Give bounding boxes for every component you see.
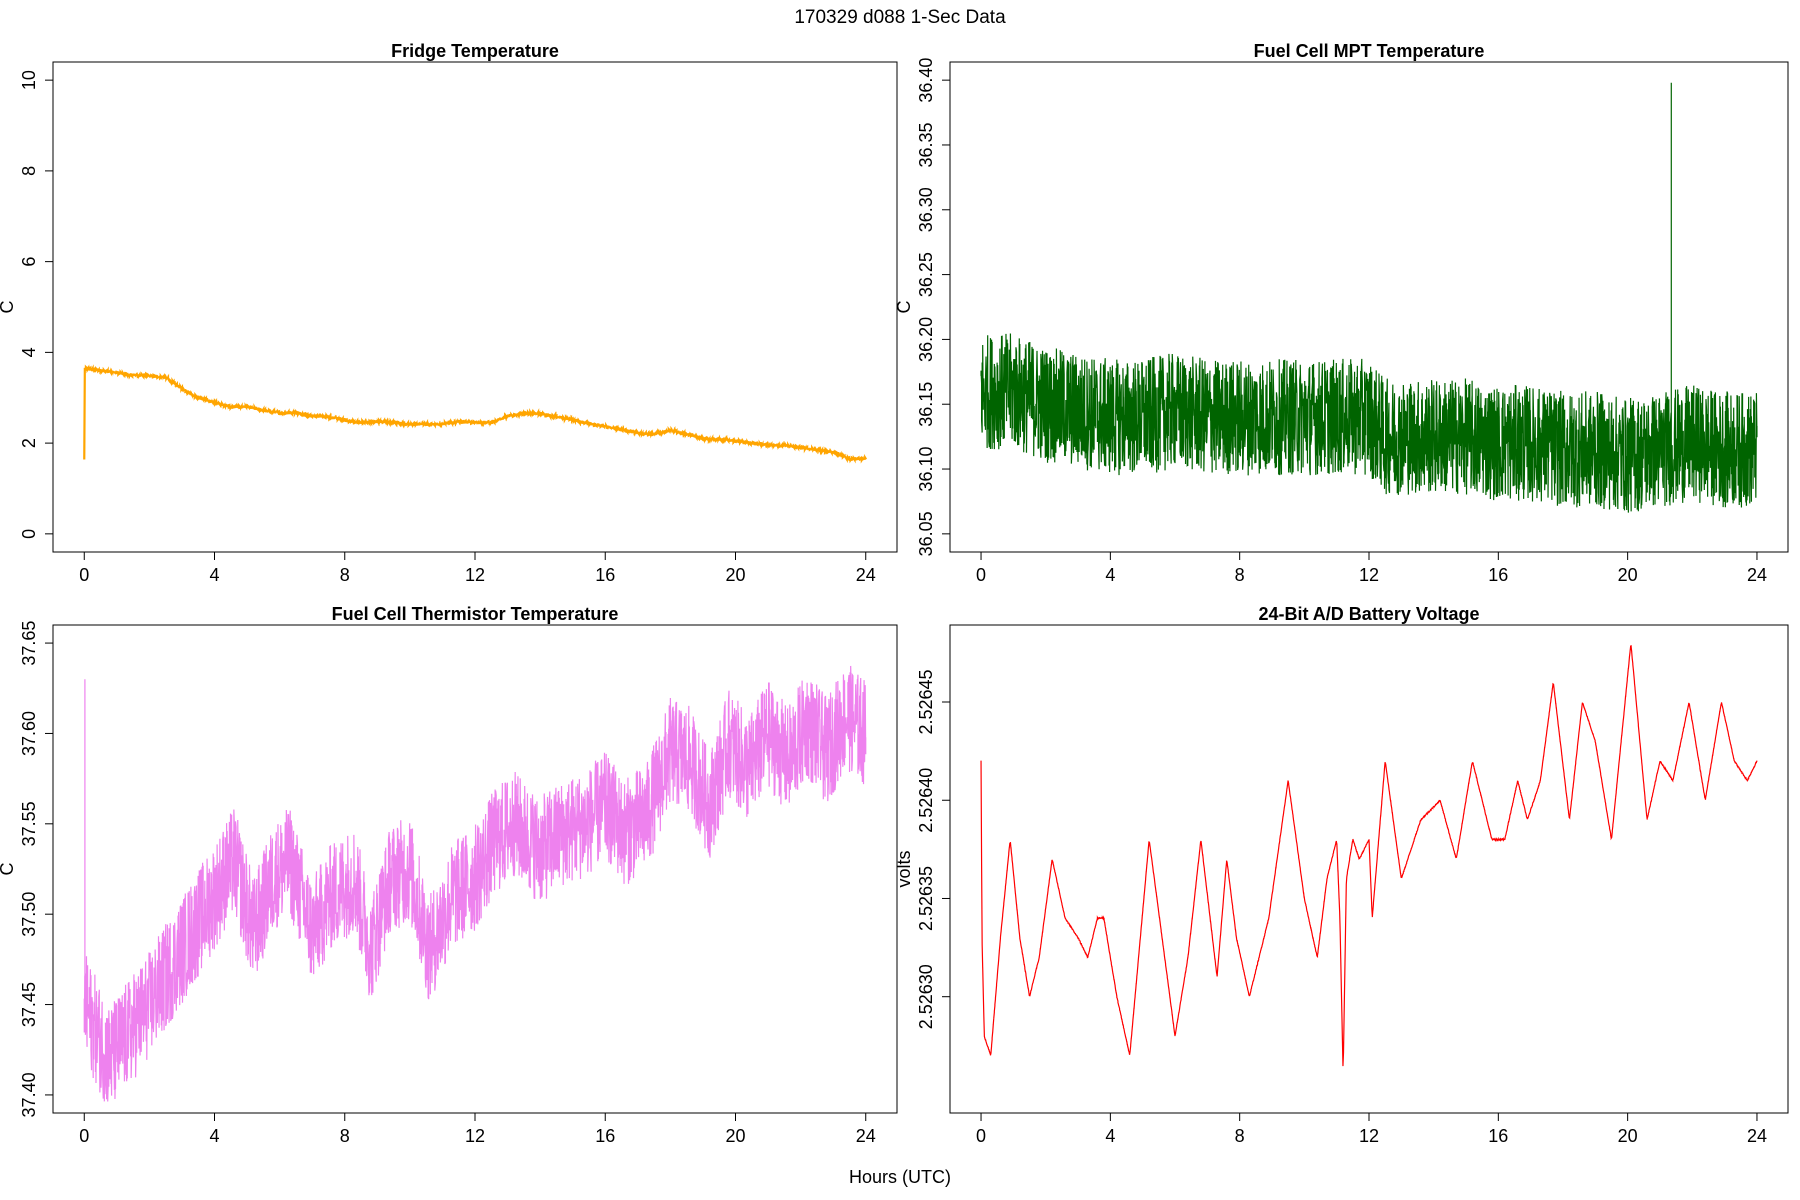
battery-x-tick-label: 20 xyxy=(1618,1126,1638,1146)
mpt-panel: Fuel Cell MPT Temperature 0 4 8 12 16 20 24 36.0… xyxy=(894,41,1789,585)
mpt-x-tick-label: 4 xyxy=(1105,565,1115,585)
thermistor-y-tick-label: 37.65 xyxy=(19,621,39,666)
fridge-series-line xyxy=(83,364,867,464)
thermistor-x-tick-label: 4 xyxy=(209,1126,219,1146)
battery-y-tick-label: 2.52640 xyxy=(916,768,936,833)
fridge-y-tick-label: 0 xyxy=(19,529,39,539)
fridge-plot-frame xyxy=(52,61,898,553)
thermistor-y-tick-label: 37.50 xyxy=(19,892,39,937)
battery-x-tick-label: 4 xyxy=(1105,1126,1115,1146)
mpt-y-tick-label: 36.25 xyxy=(916,252,936,297)
battery-y-tick-label: 2.52645 xyxy=(916,669,936,734)
thermistor-title: Fuel Cell Thermistor Temperature xyxy=(332,604,619,624)
battery-title: 24-Bit A/D Battery Voltage xyxy=(1258,604,1479,624)
mpt-x-tick-label: 8 xyxy=(1235,565,1245,585)
thermistor-x-tick-label: 16 xyxy=(595,1126,615,1146)
thermistor-y-axis-label: C xyxy=(0,863,17,876)
mpt-y-tick-label: 36.35 xyxy=(916,122,936,167)
thermistor-x-tick-label: 24 xyxy=(856,1126,876,1146)
mpt-x-tick-label: 16 xyxy=(1488,565,1508,585)
fridge-title: Fridge Temperature xyxy=(391,41,559,61)
fridge-x-tick-label: 20 xyxy=(725,565,745,585)
fridge-y-tick-label: 10 xyxy=(19,70,39,90)
figure-title: 170329 d088 1-Sec Data xyxy=(794,7,1006,28)
mpt-y-tick-label: 36.05 xyxy=(916,511,936,556)
thermistor-y-tick-label: 37.40 xyxy=(19,1072,39,1117)
thermistor-x-tick-label: 20 xyxy=(725,1126,745,1146)
fridge-y-tick-label: 8 xyxy=(19,166,39,176)
fridge-panel: Fridge Temperature048121620240246810C xyxy=(0,41,898,585)
battery-x-tick-label: 8 xyxy=(1235,1126,1245,1146)
thermistor-x-tick-label: 8 xyxy=(340,1126,350,1146)
battery-x-tick-label: 24 xyxy=(1747,1126,1767,1146)
mpt-title: Fuel Cell MPT Temperature xyxy=(1254,41,1485,61)
fridge-x-tick-label: 0 xyxy=(79,565,89,585)
thermistor-y-tick-label: 37.55 xyxy=(19,801,39,846)
battery-y-axis-label: volts xyxy=(894,850,914,887)
thermistor-y-tick-label: 37.45 xyxy=(19,982,39,1027)
shared-x-axis-label: Hours (UTC) xyxy=(849,1167,951,1187)
mpt-y-axis-label: C xyxy=(894,301,914,314)
fridge-y-tick-label: 4 xyxy=(19,347,39,357)
fridge-y-axis-label: C xyxy=(0,301,17,314)
battery-x-tick-label: 16 xyxy=(1488,1126,1508,1146)
mpt-x-tick-label: 20 xyxy=(1618,565,1638,585)
mpt-series-line xyxy=(980,333,1758,513)
mpt-x-tick-label: 0 xyxy=(976,565,986,585)
mpt-y-tick-label: 36.15 xyxy=(916,382,936,427)
fridge-y-tick-label: 2 xyxy=(19,438,39,448)
fridge-x-tick-label: 12 xyxy=(465,565,485,585)
thermistor-y-tick-label: 37.60 xyxy=(19,711,39,756)
battery-x-tick-label: 12 xyxy=(1359,1126,1379,1146)
mpt-y-tick-label: 36.10 xyxy=(916,447,936,492)
battery-panel: 24-Bit A/D Battery Voltage 0 4 8 12 16 20 24 2.5… xyxy=(894,604,1789,1146)
fridge-x-tick-label: 16 xyxy=(595,565,615,585)
battery-plot-frame xyxy=(949,624,1789,1114)
thermistor-series-line xyxy=(83,665,867,1102)
battery-y-tick-label: 2.52635 xyxy=(916,866,936,931)
battery-series-line xyxy=(980,645,1758,1067)
mpt-x-tick-label: 24 xyxy=(1747,565,1767,585)
mpt-y-tick-label: 36.30 xyxy=(916,187,936,232)
battery-y-tick-label: 2.52630 xyxy=(916,964,936,1029)
thermistor-panel: Fuel Cell Thermistor Temperature 0 4 8 12 16 2… xyxy=(0,604,898,1146)
mpt-y-tick-label: 36.20 xyxy=(916,317,936,362)
thermistor-x-tick-label: 12 xyxy=(465,1126,485,1146)
mpt-y-tick-label: 36.40 xyxy=(916,58,936,103)
fridge-x-tick-label: 4 xyxy=(209,565,219,585)
mpt-x-tick-label: 12 xyxy=(1359,565,1379,585)
thermistor-x-tick-label: 0 xyxy=(79,1126,89,1146)
fridge-x-tick-label: 8 xyxy=(340,565,350,585)
fridge-x-tick-label: 24 xyxy=(856,565,876,585)
fridge-y-tick-label: 6 xyxy=(19,257,39,267)
battery-x-tick-label: 0 xyxy=(976,1126,986,1146)
